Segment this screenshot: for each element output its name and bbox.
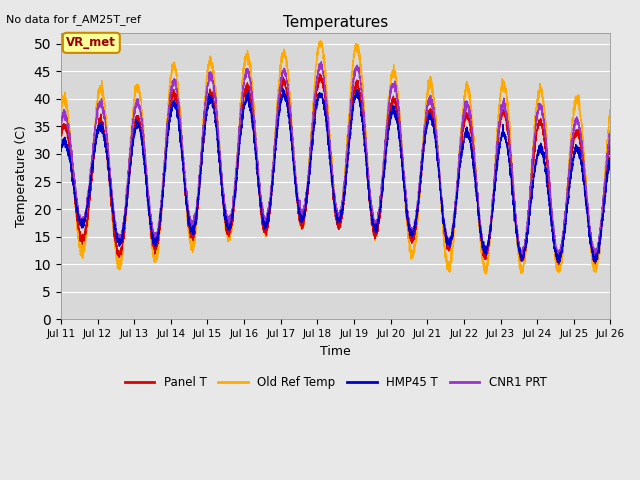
Text: No data for f_AM25T_ref: No data for f_AM25T_ref <box>6 14 141 25</box>
X-axis label: Time: Time <box>320 345 351 358</box>
Legend: Panel T, Old Ref Temp, HMP45 T, CNR1 PRT: Panel T, Old Ref Temp, HMP45 T, CNR1 PRT <box>120 372 551 394</box>
Title: Temperatures: Temperatures <box>283 15 388 30</box>
Text: VR_met: VR_met <box>67 36 116 49</box>
Y-axis label: Temperature (C): Temperature (C) <box>15 125 28 227</box>
